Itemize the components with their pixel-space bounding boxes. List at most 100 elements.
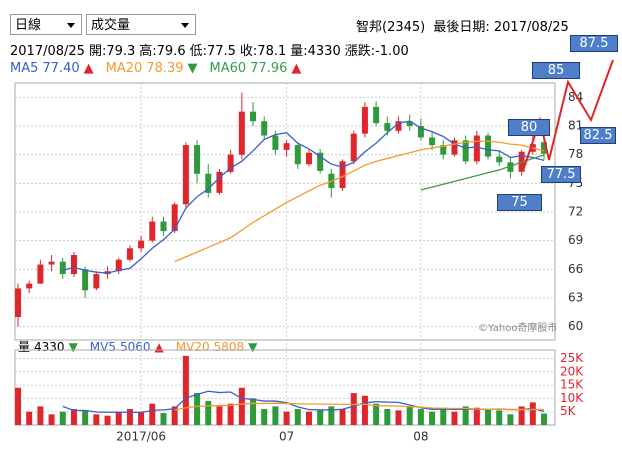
volume-bar bbox=[283, 411, 290, 425]
x-tick-label: 2017/06 bbox=[116, 430, 166, 444]
y-tick-label: 78 bbox=[568, 147, 583, 161]
candle-body bbox=[395, 121, 402, 131]
candle-body bbox=[182, 145, 189, 205]
title: 智邦(2345) 最後日期: 2017/08/25 bbox=[356, 16, 573, 35]
legend-name: MA60 bbox=[209, 61, 247, 76]
candle-body bbox=[93, 274, 100, 289]
y-tick-label: 25K bbox=[560, 351, 584, 365]
ma-line bbox=[62, 120, 545, 274]
volume-bar bbox=[138, 411, 145, 425]
annotation: 82.5 bbox=[580, 127, 616, 144]
quote-item: 高:79.6 bbox=[139, 44, 186, 59]
candle-body bbox=[373, 106, 380, 124]
volume-bar bbox=[194, 393, 201, 425]
candle-body bbox=[70, 254, 77, 275]
quote-item: 量:4330 bbox=[290, 44, 341, 59]
candle-body bbox=[361, 106, 368, 134]
legend-trend: ▼ bbox=[187, 61, 198, 76]
last-date: 最後日期: 2017/08/25 bbox=[433, 20, 569, 35]
y-tick-label: 66 bbox=[568, 262, 583, 276]
candle-body bbox=[194, 145, 201, 174]
volume-bar bbox=[205, 401, 212, 425]
candle-body bbox=[429, 137, 436, 146]
volume-bar bbox=[227, 403, 234, 425]
mv-line bbox=[174, 402, 545, 411]
annotation: 75 bbox=[497, 194, 542, 211]
candle-body bbox=[261, 121, 268, 136]
y-tick-label: 5K bbox=[560, 404, 577, 418]
candle-body bbox=[451, 140, 458, 155]
volume-bar bbox=[328, 406, 335, 425]
annotation: 77.5 bbox=[541, 166, 581, 183]
candle-body bbox=[384, 123, 391, 131]
candle-body bbox=[294, 145, 301, 165]
volume-bar bbox=[507, 414, 514, 425]
candle-body bbox=[507, 162, 514, 172]
volume-bar bbox=[305, 411, 312, 425]
candle-body bbox=[541, 142, 547, 154]
volume-bar bbox=[171, 406, 178, 425]
quote-date: 2017/08/25 bbox=[10, 44, 85, 59]
legend-value: 77.96 bbox=[250, 61, 288, 76]
indicator-select[interactable]: 成交量 bbox=[86, 14, 196, 35]
legend-trend: ▼ bbox=[248, 340, 258, 354]
candle-body bbox=[317, 152, 324, 171]
ma-line bbox=[174, 140, 545, 263]
volume-bar bbox=[82, 410, 89, 425]
candle-body bbox=[171, 204, 178, 232]
volume-bar bbox=[529, 402, 536, 425]
ma-legend: MA5 77.40 ▲ MA20 78.39 ▼ MA60 77.96 ▲ bbox=[10, 61, 313, 76]
volume-bar bbox=[216, 406, 223, 425]
volume-bar bbox=[462, 406, 469, 425]
quote-row: 2017/08/25 開:79.3 高:79.6 低:77.5 收:78.1 量:4330… bbox=[10, 40, 413, 59]
volume-bar bbox=[429, 411, 436, 425]
volume-bar bbox=[317, 410, 324, 425]
volume-bar bbox=[37, 406, 44, 425]
candle-body bbox=[216, 171, 223, 193]
volume-bar bbox=[70, 409, 77, 425]
y-tick-label: 81 bbox=[568, 118, 583, 132]
candle-body bbox=[149, 221, 156, 241]
quote-item: 漲跌:-1.00 bbox=[344, 44, 409, 59]
volume-bar bbox=[126, 409, 133, 425]
candle-body bbox=[48, 261, 55, 265]
volume-bar bbox=[541, 413, 547, 425]
volume-bar bbox=[440, 407, 447, 425]
candle-body bbox=[138, 240, 145, 249]
volume-bar bbox=[485, 409, 492, 425]
candle-body bbox=[473, 135, 480, 162]
y-tick-label: 72 bbox=[568, 204, 583, 218]
volume-bar bbox=[339, 409, 346, 425]
candle-body bbox=[227, 154, 234, 172]
volume-bar bbox=[26, 411, 33, 425]
volume-bar bbox=[395, 410, 402, 425]
candle-body bbox=[37, 264, 44, 284]
volume-bar bbox=[104, 415, 111, 425]
volume-bar bbox=[160, 413, 167, 425]
quote-item: 低:77.5 bbox=[189, 44, 236, 59]
candle-body bbox=[115, 259, 122, 272]
candle-body bbox=[462, 140, 469, 162]
candle-body bbox=[339, 161, 346, 189]
candle-body bbox=[272, 135, 279, 150]
y-tick-label: 15K bbox=[560, 378, 584, 392]
candle-body bbox=[283, 143, 290, 150]
candle-body bbox=[26, 283, 33, 289]
candle-body bbox=[126, 248, 133, 260]
candle-body bbox=[250, 111, 257, 122]
x-tick-label: 08 bbox=[413, 430, 428, 444]
ma-line bbox=[420, 154, 545, 191]
volume-bar bbox=[261, 409, 268, 425]
x-tick-label: 07 bbox=[279, 430, 294, 444]
volume-bar bbox=[294, 409, 301, 425]
annotation: 80 bbox=[508, 119, 550, 136]
volume-bar bbox=[518, 406, 525, 425]
y-tick-label: 63 bbox=[568, 290, 583, 304]
legend-value: 78.39 bbox=[146, 61, 184, 76]
volume-bar bbox=[15, 387, 21, 425]
period-select[interactable]: 日線 bbox=[10, 14, 82, 35]
legend-trend: ▲ bbox=[83, 61, 94, 76]
volume-bar bbox=[496, 410, 503, 425]
